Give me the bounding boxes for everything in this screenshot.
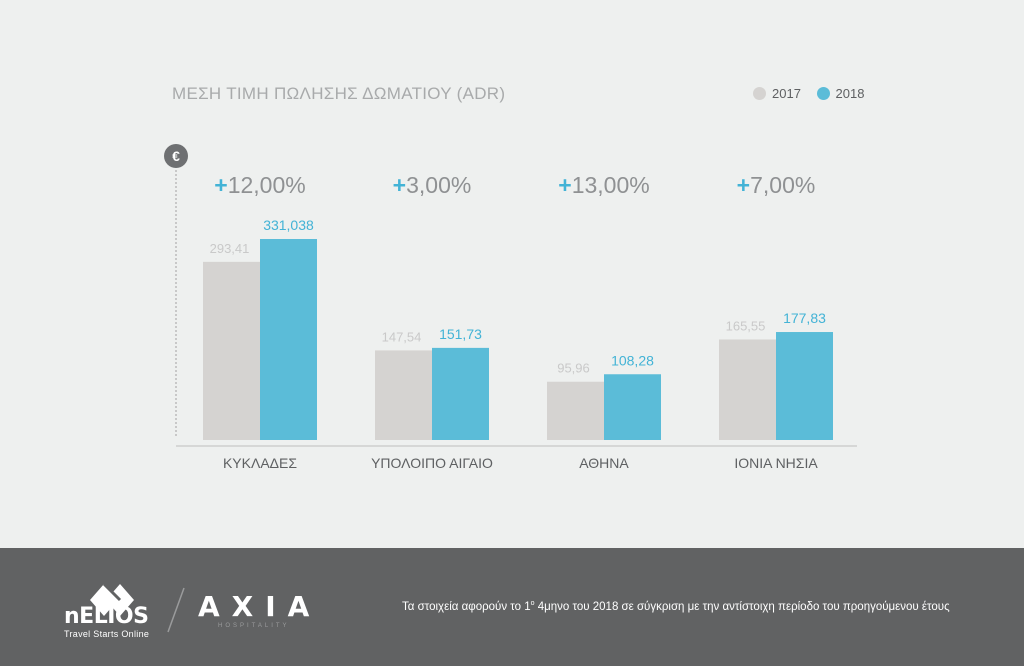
footer	[0, 548, 1024, 666]
value-label-2018-1: 331,038	[263, 217, 314, 233]
footnote: Τα στοιχεία αφορούν το 1ο 4μηνο του 2018…	[402, 600, 950, 613]
category-label-3: ΑΘΗΝΑ	[579, 455, 629, 471]
bar-2017-3	[547, 381, 604, 440]
legend-item-2018: 2018	[816, 86, 865, 101]
bar-2018-3	[604, 374, 661, 440]
bar-2018-4	[776, 332, 833, 440]
legend-label-2017: 2017	[772, 86, 801, 101]
change-label-4: +7,00%	[737, 172, 816, 198]
legend-swatch-2018	[816, 87, 830, 100]
legend-swatch-2017	[753, 87, 766, 100]
divider-slash	[167, 587, 185, 633]
value-label-2017-2: 147,54	[382, 329, 422, 344]
category-label-4: ΙΟΝΙΑ ΝΗΣΙΑ	[734, 455, 818, 471]
axia-logo-text: AXIA	[198, 590, 322, 623]
axia-logo-subtext: HOSPITALITY	[218, 623, 290, 629]
change-label-3: +13,00%	[558, 172, 649, 198]
change-value: 3,00%	[406, 172, 471, 198]
bar-2017-2	[375, 350, 432, 440]
change-value: 13,00%	[572, 172, 650, 198]
category-label-2: ΥΠΟΛΟΙΠΟ ΑΙΓΑΙΟ	[371, 455, 493, 471]
change-value: 12,00%	[228, 172, 306, 198]
value-label-2018-3: 108,28	[611, 352, 654, 368]
bar-2018-2	[432, 347, 489, 440]
euro-icon-glyph: €	[172, 148, 180, 164]
value-label-2017-1: 293,41	[210, 241, 250, 256]
chart-area: ΜΕΣΗ ΤΙΜΗ ΠΩΛΗΣΗΣ ΔΩΜΑΤΙΟΥ (ADR) 2017 20…	[164, 84, 876, 471]
footnote-part-2: 4μηνο του 2018 σε σύγκριση με την αντίστ…	[534, 600, 950, 613]
change-label-2: +3,00%	[393, 172, 472, 198]
value-label-2018-4: 177,83	[783, 310, 826, 326]
legend-item-2017: 2017	[753, 86, 801, 101]
legend-label-2018: 2018	[835, 86, 865, 101]
change-sign: +	[737, 172, 750, 198]
legend: 2017 2018	[753, 86, 876, 103]
footnote-superscript: ο	[530, 600, 535, 607]
change-sign: +	[214, 172, 227, 198]
change-sign: +	[558, 172, 571, 198]
footnote-part-1: Τα στοιχεία αφορούν το 1	[402, 600, 531, 613]
bar-2017-4	[719, 339, 776, 440]
nelios-logo-text: nELIOS	[64, 604, 149, 629]
euro-icon	[164, 144, 188, 168]
change-sign: +	[393, 172, 406, 198]
bar-plot: € 293,41 331,038 +12,00% ΚΥΚΛΑΔΕΣ 147,54 151,…	[164, 144, 857, 471]
change-value: 7,00%	[750, 172, 815, 198]
nelios-logo-icon	[90, 582, 134, 616]
value-label-2018-2: 151,73	[439, 326, 482, 342]
nelios-tagline: Travel Starts Online	[64, 629, 150, 639]
bar-2018-1	[260, 239, 317, 440]
category-label-1: ΚΥΚΛΑΔΕΣ	[223, 455, 297, 471]
chart-title: ΜΕΣΗ ΤΙΜΗ ΠΩΛΗΣΗΣ ΔΩΜΑΤΙΟΥ (ADR)	[172, 84, 506, 103]
value-label-2017-4: 165,55	[726, 318, 766, 333]
change-label-1: +12,00%	[214, 172, 305, 198]
bar-2017-1	[203, 261, 260, 440]
value-label-2017-3: 95,96	[557, 361, 590, 376]
